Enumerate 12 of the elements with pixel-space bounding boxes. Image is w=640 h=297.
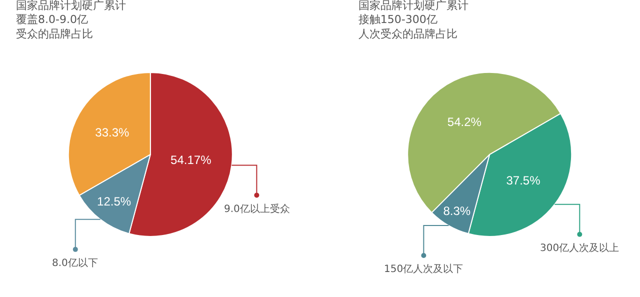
legend-label: 9.0亿以上受众 <box>224 203 290 215</box>
data-label: 12.5% <box>97 194 132 208</box>
data-label: 54.17% <box>170 152 212 167</box>
chart-title: 国家品牌计划硬广累计覆盖8.0-9.0亿受众的品牌占比 <box>16 0 126 41</box>
data-label: 33.3% <box>95 125 130 140</box>
data-label: 37.5% <box>506 173 541 188</box>
legend-label: 300亿人次及以上 <box>540 242 620 254</box>
data-label: 54.2% <box>447 114 482 129</box>
legend-label: 8.0亿以下 <box>52 257 98 269</box>
chart-title: 国家品牌计划硬广累计接触150-300亿人次受众的品牌占比 <box>358 0 468 41</box>
data-label: 8.3% <box>443 204 471 218</box>
legend-label: 150亿人次及以下 <box>384 263 464 275</box>
